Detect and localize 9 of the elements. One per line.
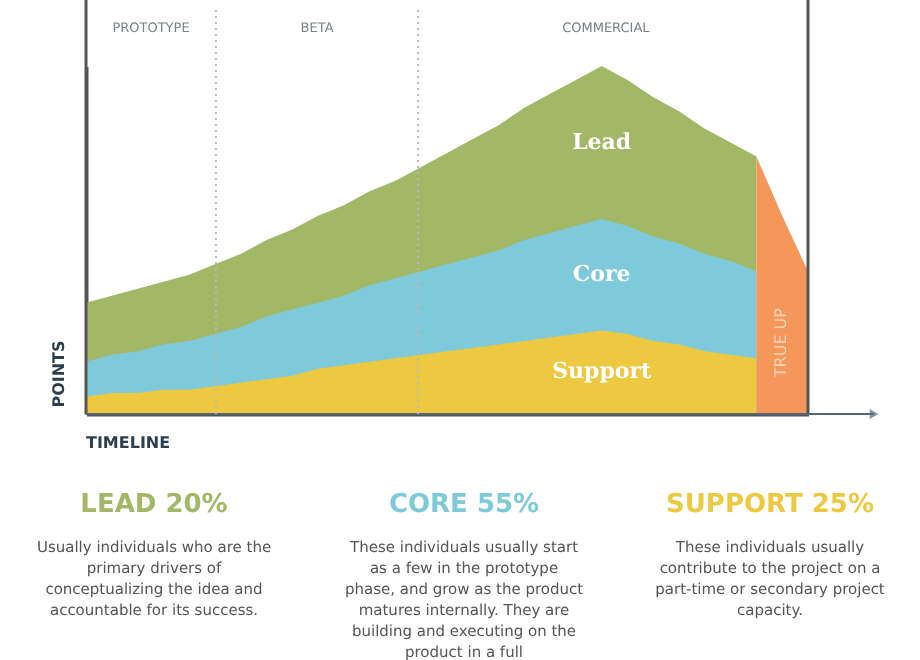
series-label: TRUE UP [772, 307, 791, 380]
series-label: Lead [572, 128, 632, 155]
text: CORE 55% [388, 490, 540, 520]
y-axis-title: POINTS [50, 339, 68, 408]
text: LEAD 20% [80, 490, 228, 520]
series-label: Support [552, 358, 654, 385]
series-label: Core [572, 260, 631, 287]
x-axis-title: TIMELINE [86, 434, 171, 452]
text: SUPPORT 25% [666, 490, 874, 520]
